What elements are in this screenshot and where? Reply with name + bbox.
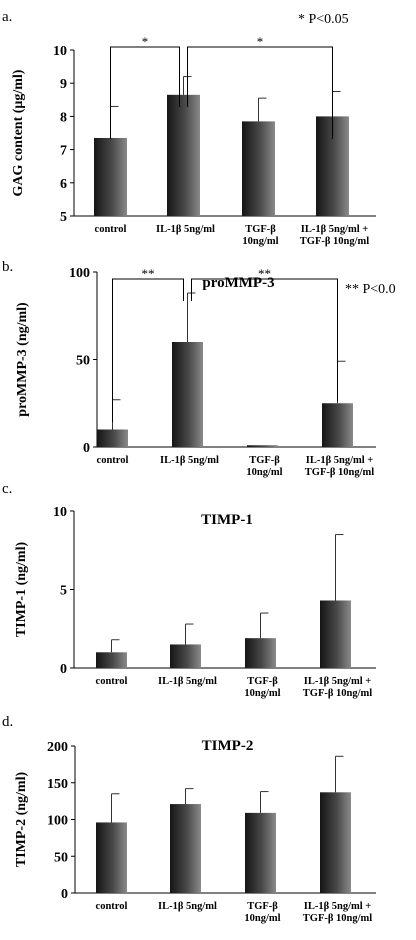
x-tick-label: IL-1β 5ng/ml — [160, 455, 219, 466]
y-axis-label: TIMP-1 (ng/ml) — [14, 542, 29, 638]
panel-label: a. — [2, 9, 12, 25]
x-tick-label: TGF-β — [249, 455, 280, 466]
x-tick-label: control — [95, 224, 127, 235]
y-tick-label: 9 — [60, 77, 67, 92]
y-tick-label: 150 — [47, 777, 68, 792]
bar — [247, 445, 278, 447]
x-tick-label: IL-1β 5ng/ml + — [306, 455, 374, 466]
y-tick-label: 50 — [54, 850, 68, 865]
bar — [96, 652, 127, 668]
x-tick-label: 10ng/ml — [244, 913, 280, 924]
significance-marker: * — [142, 34, 149, 49]
x-tick-label: 10ng/ml — [242, 236, 278, 247]
y-axis-label: TIMP-2 (ng/ml) — [14, 772, 29, 868]
x-tick-label: control — [97, 455, 129, 466]
y-tick-label: 7 — [60, 144, 67, 159]
x-tick-label: control — [96, 901, 128, 912]
significance-marker: ** — [258, 266, 271, 281]
bar — [96, 822, 127, 893]
x-tick-label: IL-1β 5ng/ml — [158, 676, 217, 687]
y-tick-label: 100 — [47, 814, 68, 829]
significance-note: ** P<0.0 — [345, 282, 396, 297]
y-tick-label: 10 — [53, 505, 67, 520]
chart-title: TIMP-1 — [201, 512, 253, 528]
bar — [172, 342, 203, 447]
bar — [170, 804, 201, 893]
x-tick-label: IL-1β 5ng/ml + — [301, 224, 369, 235]
bar — [167, 94, 200, 216]
bar — [320, 600, 351, 668]
chart-title: TIMP-2 — [202, 738, 254, 754]
panel-label: d. — [2, 714, 13, 730]
y-tick-label: 100 — [69, 266, 90, 281]
panel-label: c. — [2, 481, 12, 497]
x-tick-label: 10ng/ml — [246, 467, 282, 478]
significance-bracket — [191, 278, 338, 401]
significance-bracket — [112, 278, 184, 422]
x-tick-label: IL-1β 5ng/ml + — [304, 676, 372, 687]
x-tick-label: TGF-β — [247, 901, 278, 912]
x-tick-label: IL-1β 5ng/ml + — [304, 901, 372, 912]
x-tick-label: IL-1β 5ng/ml — [156, 224, 215, 235]
x-tick-label: TGF-β — [245, 224, 276, 235]
significance-marker: * — [257, 34, 264, 49]
y-tick-label: 0 — [83, 441, 90, 456]
significance-note: * P<0.05 — [298, 12, 349, 27]
significance-bracket — [110, 46, 180, 139]
bar — [97, 429, 128, 447]
y-tick-label: 10 — [53, 44, 67, 59]
bar — [94, 137, 127, 216]
bar — [245, 812, 276, 893]
y-tick-label: 200 — [47, 740, 68, 755]
y-tick-label: 8 — [60, 110, 67, 125]
x-tick-label: control — [96, 676, 128, 687]
significance-marker: ** — [142, 266, 155, 281]
x-tick-label: TGF-β 10ng/ml — [305, 467, 374, 478]
y-axis-label: GAG content (μg/ml) — [11, 69, 26, 196]
x-tick-label: TGF-β 10ng/ml — [300, 236, 369, 247]
bar — [170, 644, 201, 668]
x-tick-label: TGF-β — [247, 676, 278, 687]
x-tick-label: TGF-β 10ng/ml — [303, 688, 372, 699]
significance-bracket — [187, 46, 333, 139]
bar — [320, 792, 351, 893]
panel-label: b. — [2, 259, 13, 275]
x-tick-label: TGF-β 10ng/ml — [303, 913, 372, 924]
y-tick-label: 5 — [60, 584, 67, 599]
bar — [242, 121, 275, 216]
y-axis-label: proMMP-3 (ng/ml) — [15, 302, 30, 417]
y-tick-label: 5 — [60, 210, 67, 225]
x-tick-label: 10ng/ml — [244, 688, 280, 699]
y-tick-label: 6 — [60, 177, 67, 192]
y-tick-label: 0 — [60, 662, 67, 677]
y-tick-label: 0 — [61, 887, 68, 902]
bar — [245, 638, 276, 668]
bar — [322, 403, 353, 447]
y-tick-label: 50 — [76, 354, 90, 369]
x-tick-label: IL-1β 5ng/ml — [158, 901, 217, 912]
